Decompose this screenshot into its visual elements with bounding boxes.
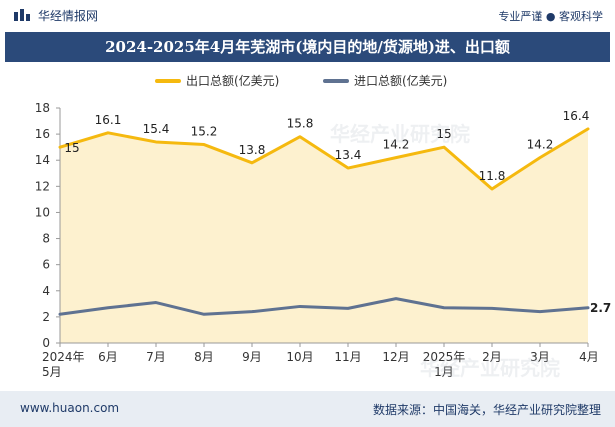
x-tick-label: 11月 (334, 350, 361, 364)
export-data-label: 14.2 (527, 138, 554, 152)
export-series-line (58, 127, 590, 191)
x-tick-label: 6月 (98, 350, 118, 364)
export-data-label: 13.8 (239, 143, 266, 157)
export-data-label: 15 (436, 127, 451, 141)
footer-url[interactable]: www.huaon.com (20, 401, 120, 415)
y-tick-label: 16 (35, 127, 50, 141)
x-tick-label: 2024年 5月 (42, 350, 85, 379)
chart-legend: 出口总额(亿美元) 进口总额(亿美元) (0, 70, 615, 94)
y-tick-label: 10 (35, 205, 50, 219)
y-tick-label: 6 (42, 258, 50, 272)
x-tick-label: 2月 (482, 350, 502, 364)
legend-swatch-import (323, 78, 349, 83)
x-tick-label: 10月 (286, 350, 313, 364)
export-data-label: 13.4 (335, 148, 362, 162)
export-data-label: 15.4 (143, 122, 170, 136)
x-tick-label: 4月 (579, 350, 599, 364)
title-bar: 2024-2025年4月年芜湖市(境内目的地/货源地)进、出口额 (5, 32, 610, 62)
x-tick-label: 12月 (382, 350, 409, 364)
watermark-top: 华经产业研究院 (330, 122, 470, 146)
x-tick-label: 9月 (242, 350, 262, 364)
top-bar: 华经情报网 专业严谨 ● 客观科学 (0, 0, 615, 30)
y-tick-label: 0 (42, 336, 50, 350)
y-tick-label: 18 (35, 101, 50, 115)
legend-label-import: 进口总额(亿美元) (354, 74, 448, 88)
footer: www.huaon.com 数据来源：中国海关，华经产业研究院整理 (0, 391, 615, 427)
watermark-bottom: 华经产业研究院 (420, 356, 560, 380)
logo-text: 华经情报网 (38, 9, 99, 23)
y-tick-label: 2 (42, 310, 50, 324)
x-tick-label: 3月 (530, 350, 550, 364)
export-data-label: 15.8 (287, 117, 314, 131)
legend-item-import: 进口总额(亿美元) (323, 72, 447, 89)
export-data-label: 16.1 (95, 113, 122, 127)
chart-area: 0 2 4 6 8 10 12 14 16 18 2024年 5月 6月 7月 8月 9月 10月 11月 12月 2… (35, 101, 612, 379)
y-tick-label: 8 (42, 232, 50, 246)
export-data-label: 15.2 (191, 125, 218, 139)
logo-bars-icon (14, 9, 30, 21)
export-data-label: 16.4 (563, 109, 590, 123)
x-tick-label: 7月 (146, 350, 166, 364)
legend-swatch-export (155, 78, 181, 83)
chart-title: 2024-2025年4月年芜湖市(境内目的地/货源地)进、出口额 (105, 38, 510, 56)
export-data-label: 15 (64, 141, 79, 155)
y-tick-label: 12 (35, 179, 50, 193)
x-tick-label: 2025年 1月 (423, 350, 466, 379)
legend-item-export: 出口总额(亿美元) (155, 72, 279, 89)
legend-label-export: 出口总额(亿美元) (186, 74, 280, 88)
slogan: 专业严谨 ● 客观科学 (498, 10, 603, 23)
x-tick-label: 8月 (194, 350, 214, 364)
export-data-label: 11.8 (479, 169, 506, 183)
import-series-line (58, 297, 590, 316)
footer-source: 数据来源：中国海关，华经产业研究院整理 (372, 403, 601, 417)
y-tick-label: 14 (35, 153, 50, 167)
import-data-label: 2.7 (590, 301, 611, 315)
export-data-label: 14.2 (383, 138, 410, 152)
y-tick-label: 4 (42, 284, 50, 298)
export-area-fill (60, 128, 588, 343)
